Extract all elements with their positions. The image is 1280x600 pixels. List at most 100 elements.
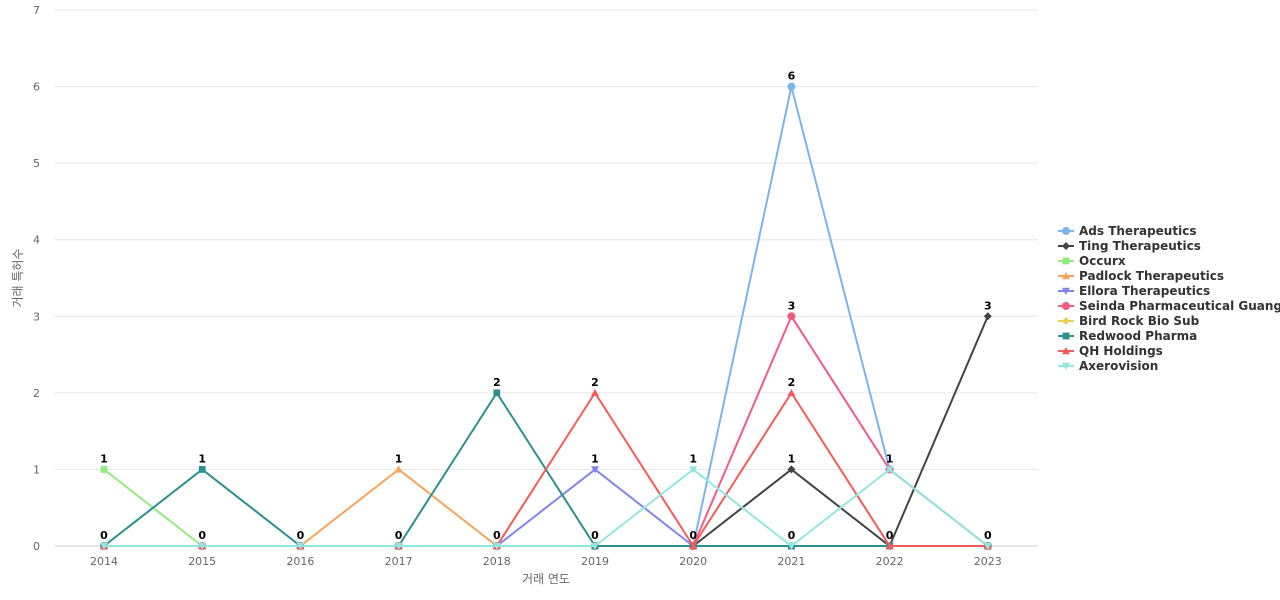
data-point — [198, 542, 207, 550]
data-point — [591, 466, 599, 474]
legend-label: Padlock Therapeutics — [1079, 269, 1224, 283]
data-label: 0 — [297, 529, 305, 542]
data-label: 0 — [100, 529, 108, 542]
data-point — [394, 465, 403, 473]
legend-marker — [1062, 332, 1070, 340]
y-axis-ticks: 0 1 2 3 4 5 6 7 — [33, 4, 40, 553]
series-layer — [100, 82, 992, 550]
series-4 — [100, 466, 992, 550]
y-tick-label: 6 — [33, 81, 40, 94]
x-tick-label: 2021 — [777, 555, 805, 568]
data-label: 3 — [984, 299, 992, 312]
data-point — [296, 542, 305, 550]
x-axis-title: 거래 연도 — [522, 572, 570, 586]
legend-label: Ads Therapeutics — [1079, 224, 1196, 238]
data-label: 0 — [493, 529, 501, 542]
data-label: 1 — [100, 452, 108, 465]
y-tick-label: 5 — [33, 157, 40, 170]
data-label: 2 — [591, 376, 599, 389]
y-tick-label: 7 — [33, 4, 40, 17]
data-label: 1 — [689, 452, 697, 465]
legend-item[interactable]: Ellora Therapeutics — [1058, 284, 1210, 298]
legend-label: Ting Therapeutics — [1079, 239, 1201, 253]
legend-label: Axerovision — [1079, 359, 1158, 373]
y-tick-label: 3 — [33, 310, 40, 323]
x-tick-label: 2014 — [90, 555, 118, 568]
legend-item[interactable]: Ads Therapeutics — [1058, 224, 1196, 238]
data-label: 3 — [788, 299, 796, 312]
legend-marker — [1062, 362, 1070, 370]
legend-marker — [1062, 227, 1070, 235]
x-tick-label: 2017 — [385, 555, 413, 568]
y-tick-label: 2 — [33, 387, 40, 400]
data-point — [787, 388, 796, 397]
data-point — [591, 388, 599, 397]
data-point — [787, 465, 796, 474]
data-point — [885, 542, 894, 550]
legend-item[interactable]: Axerovision — [1058, 359, 1158, 373]
data-label-layer: 1 0 1 0 0 1 0 2 0 2 1 0 1 0 6 3 2 1 0 1 0 3 0 — [100, 70, 992, 542]
data-label: 0 — [689, 529, 697, 542]
grid-layer — [55, 9, 1038, 547]
data-point — [885, 466, 894, 474]
data-point — [100, 466, 108, 473]
data-label: 0 — [886, 529, 894, 542]
data-label: 0 — [591, 529, 599, 542]
data-label: 0 — [788, 529, 796, 542]
legend-item[interactable]: Ting Therapeutics — [1058, 239, 1201, 253]
data-point — [787, 542, 796, 550]
data-label: 1 — [886, 452, 894, 465]
legend-marker — [1062, 302, 1070, 310]
x-axis-ticks: 2014 2015 2016 2017 2018 2019 2020 2021 2022 2023 — [90, 555, 1002, 568]
legend-marker — [1062, 287, 1070, 295]
series-line — [104, 468, 988, 547]
data-point — [394, 542, 403, 550]
data-point — [689, 542, 698, 550]
x-tick-label: 2023 — [974, 555, 1002, 568]
series-line — [104, 468, 989, 547]
data-point — [493, 389, 501, 397]
data-point — [787, 312, 796, 321]
legend-item[interactable]: Occurx — [1058, 254, 1126, 268]
legend-label: Bird Rock Bio Sub — [1079, 314, 1200, 328]
legend-item[interactable]: Padlock Therapeutics — [1058, 269, 1224, 283]
y-axis-title: 거래 특허수 — [11, 248, 25, 307]
data-point — [591, 542, 599, 550]
data-label: 0 — [395, 529, 403, 542]
legend-item[interactable]: QH Holdings — [1058, 344, 1163, 358]
data-point — [983, 542, 992, 550]
legend-label: QH Holdings — [1079, 344, 1163, 358]
legend-marker — [1062, 317, 1070, 325]
legend-marker — [1062, 257, 1070, 265]
data-label: 2 — [788, 376, 796, 389]
legend-label: Seinda Pharmaceutical Guang... — [1079, 299, 1280, 313]
data-point — [492, 542, 501, 550]
y-tick-label: 0 — [33, 540, 40, 553]
legend-item[interactable]: Seinda Pharmaceutical Guang... — [1058, 299, 1280, 313]
y-tick-label: 4 — [33, 234, 40, 247]
y-tick-label: 1 — [33, 463, 40, 476]
data-point — [689, 466, 698, 474]
legend-item[interactable]: Redwood Pharma — [1058, 329, 1197, 343]
legend-marker — [1062, 272, 1070, 280]
legend-label: Redwood Pharma — [1079, 329, 1197, 343]
x-tick-label: 2018 — [483, 555, 511, 568]
data-label: 0 — [984, 529, 992, 542]
data-point — [983, 312, 992, 321]
legend-label: Ellora Therapeutics — [1079, 284, 1210, 298]
x-tick-label: 2015 — [188, 555, 216, 568]
x-tick-label: 2020 — [679, 555, 707, 568]
series-line — [104, 315, 989, 547]
data-point — [787, 82, 796, 91]
legend-item[interactable]: Bird Rock Bio Sub — [1058, 314, 1200, 328]
data-label: 1 — [395, 452, 403, 465]
data-label: 1 — [591, 452, 599, 465]
legend-marker — [1062, 242, 1070, 250]
x-tick-label: 2016 — [286, 555, 314, 568]
series-line — [104, 315, 989, 547]
data-point — [100, 542, 108, 550]
data-label: 1 — [788, 452, 796, 465]
legend-marker — [1062, 347, 1070, 355]
